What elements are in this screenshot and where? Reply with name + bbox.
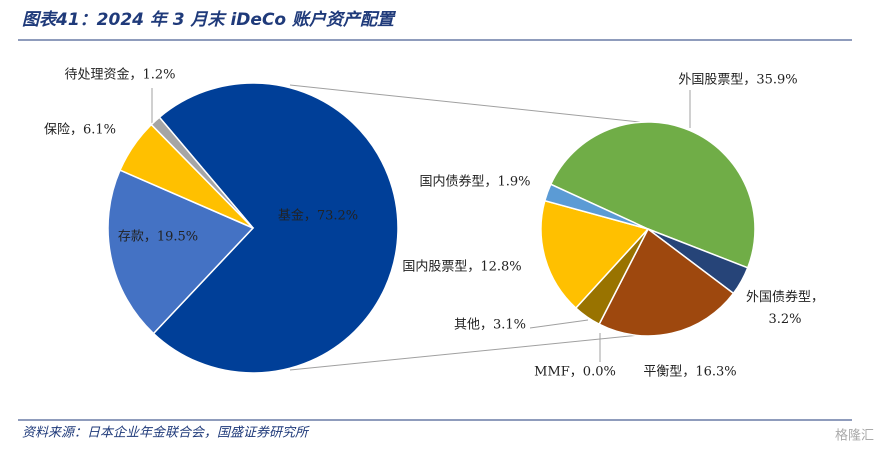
pie-slice [152,82,399,374]
data-label: 保险，6.1% [44,123,116,138]
data-label: 国内股票型，12.8% [402,259,521,275]
data-label: 平衡型，16.3% [643,365,736,380]
connector [289,334,641,371]
data-label: 其他，3.1% [454,318,526,333]
pie-slice [150,116,254,229]
pie-slice [543,183,649,230]
source-note: 资料来源：日本企业年金联合会，国盛证券研究所 [22,425,310,441]
connector [289,84,641,123]
data-label: 待处理资金，1.2% [64,67,175,83]
label-line: 3.2% [768,312,801,327]
data-label: 存款，19.5% [118,230,198,245]
pie-slice [107,169,255,335]
data-label: MMF，0.0% [534,365,616,380]
pie-slice [598,227,735,337]
pie-slice [540,199,650,310]
data-label: 基金，73.2% [278,208,358,224]
chart-title: 图表41：2024 年 3 月末 iDeCo 账户资产配置 [22,10,397,30]
leader-line [529,319,589,329]
data-label: 国内债券型，1.9% [419,174,530,190]
data-label: 外国股票型，35.9% [678,73,797,88]
data-label: 外国债券型， 3.2% [746,289,824,327]
watermark: 格隆汇 [835,428,874,444]
pie-slice [549,121,756,269]
label-line: 外国债券型， [746,289,824,305]
